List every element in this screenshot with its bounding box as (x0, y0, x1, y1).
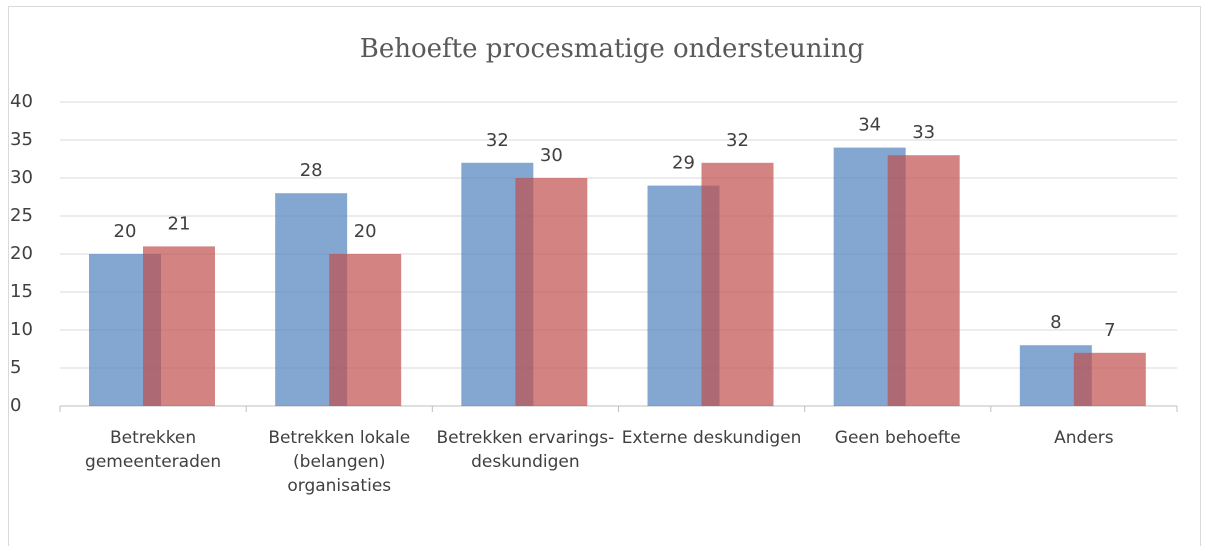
y-tick-label: 30 (10, 167, 33, 188)
y-tick-label: 5 (10, 357, 21, 378)
data-label: 7 (1104, 320, 1115, 341)
data-label: 30 (540, 145, 563, 166)
data-label: 29 (672, 153, 695, 174)
data-label: 28 (300, 160, 323, 181)
bar (887, 155, 960, 406)
data-label: 8 (1050, 312, 1061, 333)
data-label: 34 (858, 115, 881, 136)
y-tick-label: 35 (10, 129, 33, 150)
data-label: 32 (726, 130, 749, 151)
x-tick-label: Geen behoefte (834, 428, 961, 448)
bar (143, 246, 215, 406)
y-tick-label: 15 (10, 281, 33, 302)
bar (701, 162, 774, 406)
y-tick-label: 40 (10, 91, 33, 112)
x-tick-label: Betrekken gemeenteraden (85, 428, 222, 472)
data-label: 32 (486, 130, 509, 151)
x-tick-label: Betrekken lokale (belangen) organisaties (268, 428, 411, 496)
bar (329, 254, 402, 406)
y-tick-label: 20 (10, 243, 33, 264)
data-label: 20 (114, 221, 137, 242)
y-tick-label: 25 (10, 205, 33, 226)
y-tick-label: 10 (10, 319, 33, 340)
y-tick-label: 0 (10, 395, 21, 416)
bar (1073, 352, 1146, 406)
bar (515, 178, 588, 406)
data-label: 20 (354, 221, 377, 242)
x-tick-label: Betrekken ervarings-deskundigen (436, 428, 615, 472)
data-label: 33 (912, 122, 935, 143)
x-tick-label: Anders (1054, 428, 1114, 448)
x-tick-label: Externe deskundigen (621, 428, 802, 448)
chart-title: Behoefte procesmatige ondersteuning (360, 34, 864, 64)
data-label: 21 (168, 213, 191, 234)
